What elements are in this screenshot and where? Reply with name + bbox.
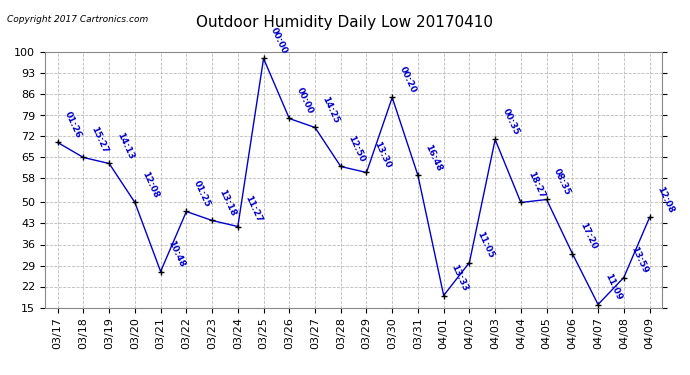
Text: 00:35: 00:35 xyxy=(501,107,521,137)
Text: 15:27: 15:27 xyxy=(89,125,109,155)
Text: 12:50: 12:50 xyxy=(346,134,366,164)
Text: 12:08: 12:08 xyxy=(141,170,161,200)
Text: Copyright 2017 Cartronics.com: Copyright 2017 Cartronics.com xyxy=(7,15,148,24)
Text: Humidity  (%): Humidity (%) xyxy=(572,25,653,35)
Text: Outdoor Humidity Daily Low 20170410: Outdoor Humidity Daily Low 20170410 xyxy=(197,15,493,30)
Text: 13:30: 13:30 xyxy=(372,140,392,170)
Text: 11:27: 11:27 xyxy=(244,194,264,224)
Text: 17:20: 17:20 xyxy=(578,221,598,251)
Text: 00:00: 00:00 xyxy=(295,86,315,116)
Text: 13:18: 13:18 xyxy=(217,188,238,218)
Text: 00:20: 00:20 xyxy=(397,65,418,95)
Text: 11:05: 11:05 xyxy=(475,230,495,260)
Text: 16:48: 16:48 xyxy=(424,143,444,173)
Text: 14:25: 14:25 xyxy=(321,95,341,125)
Text: 18:27: 18:27 xyxy=(526,170,546,200)
Text: 13:33: 13:33 xyxy=(449,263,469,293)
Text: 01:25: 01:25 xyxy=(192,179,212,209)
Text: 12:08: 12:08 xyxy=(655,185,676,215)
Text: 08:35: 08:35 xyxy=(552,167,573,197)
Text: 00:00: 00:00 xyxy=(269,26,289,56)
Text: 10:48: 10:48 xyxy=(166,239,186,269)
Text: 13:59: 13:59 xyxy=(629,245,650,275)
Text: 14:13: 14:13 xyxy=(115,131,135,161)
Text: 01:26: 01:26 xyxy=(63,110,83,140)
Text: 11:09: 11:09 xyxy=(604,272,624,302)
